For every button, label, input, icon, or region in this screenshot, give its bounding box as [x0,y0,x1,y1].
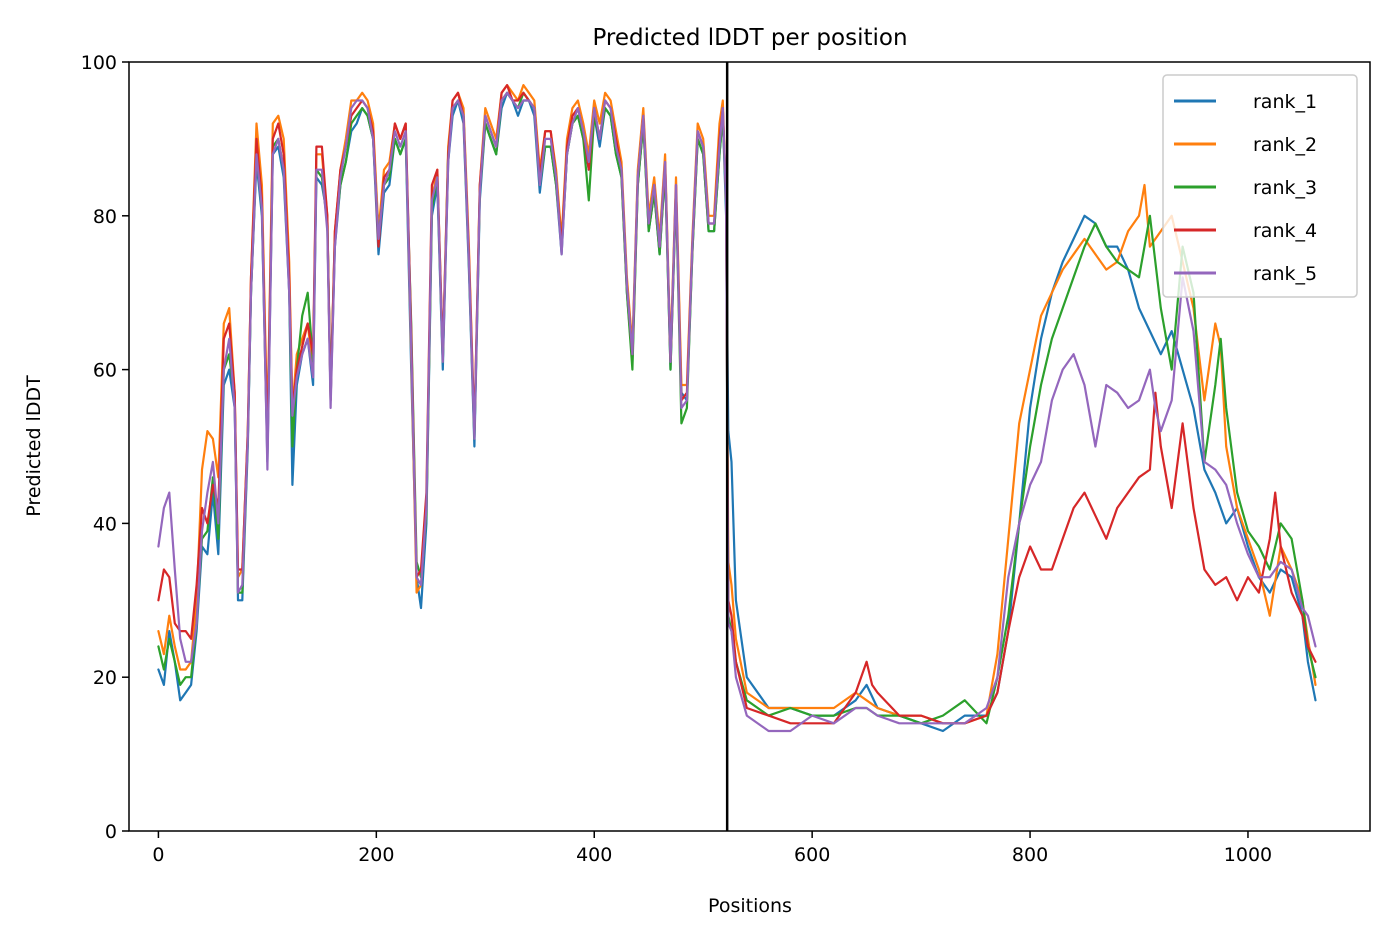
x-tick-label: 0 [152,844,164,866]
x-axis-ticks: 0 200 400 600 800 1000 [152,831,1272,866]
y-tick-label: 40 [93,513,117,535]
legend-label-rank-3: rank_3 [1253,177,1317,199]
legend-box [1162,74,1358,298]
x-axis-label: Positions [708,895,792,917]
y-tick-label: 100 [81,52,117,74]
x-tick-label: 800 [1012,844,1048,866]
chart-title: Predicted lDDT per position [592,25,907,51]
x-tick-label: 1000 [1224,844,1272,866]
y-tick-label: 60 [93,360,117,382]
y-axis-ticks: 0 20 40 60 80 100 [81,52,129,843]
legend-label-rank-5: rank_5 [1253,263,1317,285]
legend-label-rank-4: rank_4 [1253,220,1317,242]
legend-label-rank-2: rank_2 [1253,134,1317,156]
series-line-rank-5 [157,91,1317,733]
x-tick-label: 600 [794,844,830,866]
x-tick-label: 200 [358,844,394,866]
y-axis-label: Predicted lDDT [23,375,45,517]
legend-label-rank-1: rank_1 [1253,91,1317,113]
legend: rank_1 rank_2 rank_3 rank_4 rank_5 [1162,74,1358,298]
y-tick-label: 0 [105,821,117,843]
y-tick-label: 20 [93,667,117,689]
legend-items: rank_1 rank_2 rank_3 rank_4 rank_5 [1174,91,1317,285]
x-tick-label: 400 [576,844,612,866]
plot-area-frame [128,61,1371,832]
series-layer [157,84,1317,733]
y-tick-label: 80 [93,206,117,228]
